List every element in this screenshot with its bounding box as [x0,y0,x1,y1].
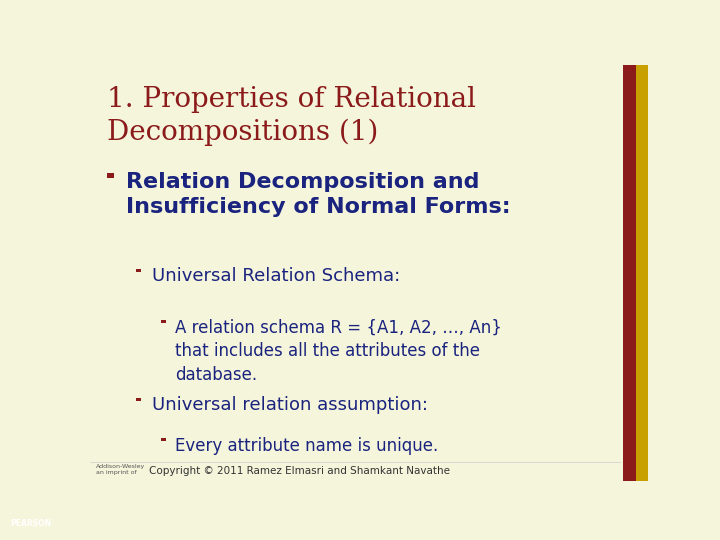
Text: Copyright © 2011 Ramez Elmasri and Shamkant Navathe: Copyright © 2011 Ramez Elmasri and Shamk… [148,467,449,476]
Bar [161,320,166,322]
Text: Relation Decomposition and
Insufficiency of Normal Forms:: Relation Decomposition and Insufficiency… [126,172,511,217]
Text: PEARSON: PEARSON [10,519,51,528]
Bar [623,65,637,481]
Bar [636,65,648,481]
Text: 1. Properties of Relational
Decompositions (1): 1. Properties of Relational Decompositio… [107,85,476,146]
Text: Universal Relation Schema:: Universal Relation Schema: [153,267,401,285]
Bar [136,397,141,401]
Bar [136,269,141,272]
Text: Every attribute name is unique.: Every attribute name is unique. [175,437,438,455]
Text: A relation schema R = {A1, A2, …, An}
that includes all the attributes of the
da: A relation schema R = {A1, A2, …, An} th… [175,319,502,383]
Bar [107,173,114,178]
Bar [161,438,166,441]
Text: Addison-Wesley
an imprint of: Addison-Wesley an imprint of [96,464,145,475]
Text: Universal relation assumption:: Universal relation assumption: [153,396,428,414]
